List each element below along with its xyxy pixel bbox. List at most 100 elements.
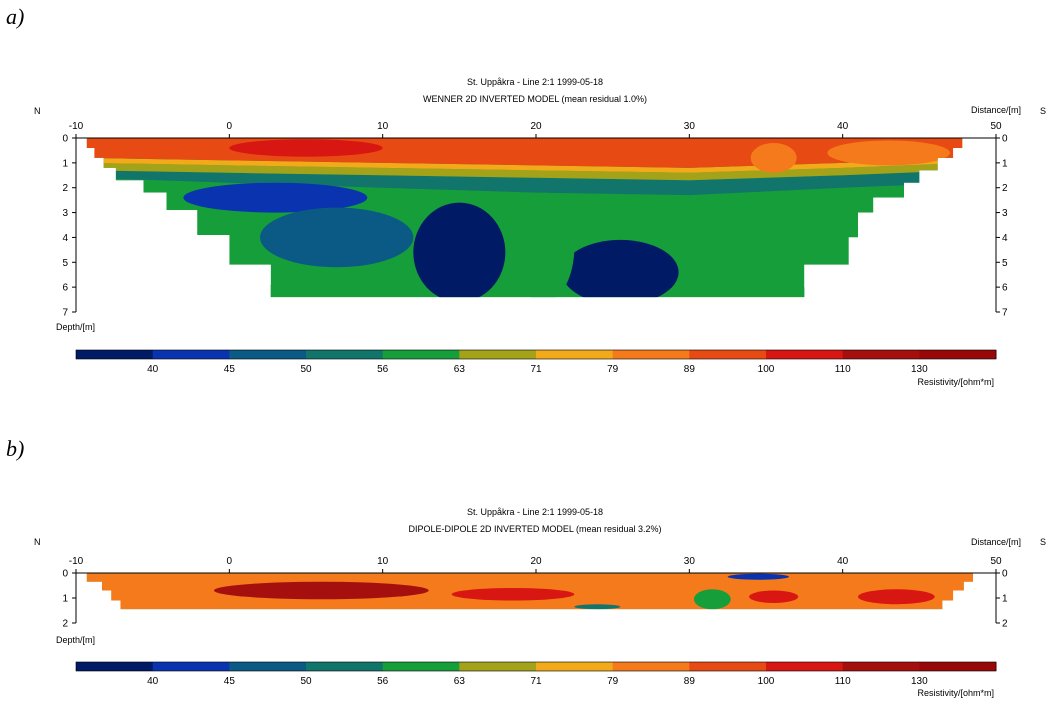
colorbar-segment <box>306 350 384 359</box>
chart-title: St. Uppåkra - Line 2:1 1999-05-18 <box>466 77 604 87</box>
colorbar-tick-label: 40 <box>147 364 159 375</box>
colorbar-tick-label: 56 <box>377 364 389 375</box>
north-label: N <box>34 537 41 547</box>
colorbar-tick-label: 79 <box>607 676 619 687</box>
chart-title: St. Uppåkra - Line 2:1 1999-05-18 <box>466 507 604 517</box>
x-tick-label: -10 <box>69 121 84 132</box>
resistivity-anomaly <box>574 604 621 610</box>
colorbar-segment <box>536 350 614 359</box>
y-tick-label: 6 <box>62 283 68 294</box>
colorbar-segment <box>382 350 460 359</box>
resistivity-anomaly <box>749 590 799 603</box>
colorbar-segment <box>919 662 997 671</box>
y-tick-label: 0 <box>62 569 68 580</box>
colorbar-tick-label: 71 <box>530 364 542 375</box>
x-tick-label: 20 <box>530 556 542 567</box>
panel-b-label: b) <box>6 436 25 461</box>
colorbar-segment <box>306 662 384 671</box>
y-tick-label: 1 <box>62 158 68 169</box>
resistivity-anomaly <box>727 573 789 580</box>
y-tick-label: 4 <box>1002 233 1008 244</box>
y-tick-label: 1 <box>1002 158 1008 169</box>
colorbar-segment <box>382 662 460 671</box>
x-tick-label: 0 <box>227 121 233 132</box>
x-tick-label: 40 <box>837 121 849 132</box>
colorbar-tick-label: 63 <box>454 364 466 375</box>
colorbar-segment <box>612 350 690 359</box>
colorbar-frame <box>75 661 997 672</box>
colorbar-segment <box>689 350 767 359</box>
y-tick-label: 0 <box>62 134 68 145</box>
colorbar-tick-label: 110 <box>835 364 851 375</box>
colorbar-segment <box>536 662 614 671</box>
y-axis-title: Depth/[m] <box>56 322 96 332</box>
resistivity-anomaly <box>693 589 731 610</box>
x-tick-label: 0 <box>227 556 233 567</box>
y-tick-label: 0 <box>1002 134 1008 145</box>
resistivity-band <box>86 170 963 196</box>
y-tick-label: 2 <box>62 183 68 194</box>
x-tick-label: 20 <box>530 121 542 132</box>
colorbar-tick-label: 130 <box>911 364 928 375</box>
x-tick-label: 50 <box>990 556 1002 567</box>
y-tick-label: 7 <box>62 308 68 319</box>
x-tick-label: 40 <box>837 556 849 567</box>
south-label: S <box>1040 106 1047 116</box>
resistivity-anomaly <box>183 182 368 213</box>
resistivity-anomaly <box>451 588 575 601</box>
colorbar-tick-label: 79 <box>607 364 619 375</box>
resistivity-anomaly <box>562 239 679 298</box>
y-tick-label: 3 <box>62 208 68 219</box>
colorbar-segment <box>152 662 230 671</box>
north-label: N <box>34 106 41 116</box>
resistivity-anomaly <box>858 589 935 605</box>
resistivity-section <box>86 573 973 610</box>
colorbar-segment <box>229 662 307 671</box>
x-axis-title: Distance/[m] <box>970 537 1021 547</box>
colorbar-segment <box>459 662 537 671</box>
y-axis-title: Depth/[m] <box>56 635 96 645</box>
colorbar-tick-label: 130 <box>911 676 928 687</box>
x-tick-label: 30 <box>684 556 696 567</box>
colorbar-tick-label: 56 <box>377 676 389 687</box>
colorbar-segment <box>919 350 997 359</box>
x-tick-label: 10 <box>377 121 389 132</box>
colorbar-tick-label: 50 <box>300 364 312 375</box>
y-tick-label: 1 <box>1002 594 1008 605</box>
colorbar-segment <box>152 350 230 359</box>
x-axis-title: Distance/[m] <box>970 105 1021 115</box>
colorbar-segment <box>689 662 767 671</box>
colorbar-segment <box>459 350 537 359</box>
y-tick-label: 6 <box>1002 283 1008 294</box>
resistivity-anomaly <box>229 139 383 157</box>
colorbar-segment <box>766 350 844 359</box>
colorbar-tick-label: 63 <box>454 676 466 687</box>
colorbar-segment <box>766 662 844 671</box>
y-tick-label: 7 <box>1002 308 1008 319</box>
resistivity-anomaly <box>413 202 506 298</box>
colorbar-segment <box>612 662 690 671</box>
colorbar-tick-label: 45 <box>224 676 236 687</box>
colorbar-tick-label: 71 <box>530 676 542 687</box>
y-tick-label: 1 <box>62 594 68 605</box>
x-tick-label: -10 <box>69 556 84 567</box>
y-tick-label: 0 <box>1002 569 1008 580</box>
colorbar-segment <box>76 350 154 359</box>
x-tick-label: 50 <box>990 121 1002 132</box>
panel-a-label: a) <box>6 4 25 29</box>
y-tick-label: 2 <box>1002 183 1008 194</box>
resistivity-section <box>86 138 963 298</box>
colorbar-label: Resistivity/[ohm*m] <box>917 377 994 387</box>
colorbar-tick-label: 50 <box>300 676 312 687</box>
y-tick-label: 2 <box>62 619 68 630</box>
y-tick-label: 5 <box>62 258 68 269</box>
colorbar-tick-label: 89 <box>684 364 696 375</box>
colorbar-frame <box>75 349 997 360</box>
colorbar-tick-label: 40 <box>147 676 159 687</box>
x-tick-label: 10 <box>377 556 389 567</box>
colorbar-tick-label: 100 <box>758 676 775 687</box>
y-tick-label: 5 <box>1002 258 1008 269</box>
south-label: S <box>1040 537 1047 547</box>
